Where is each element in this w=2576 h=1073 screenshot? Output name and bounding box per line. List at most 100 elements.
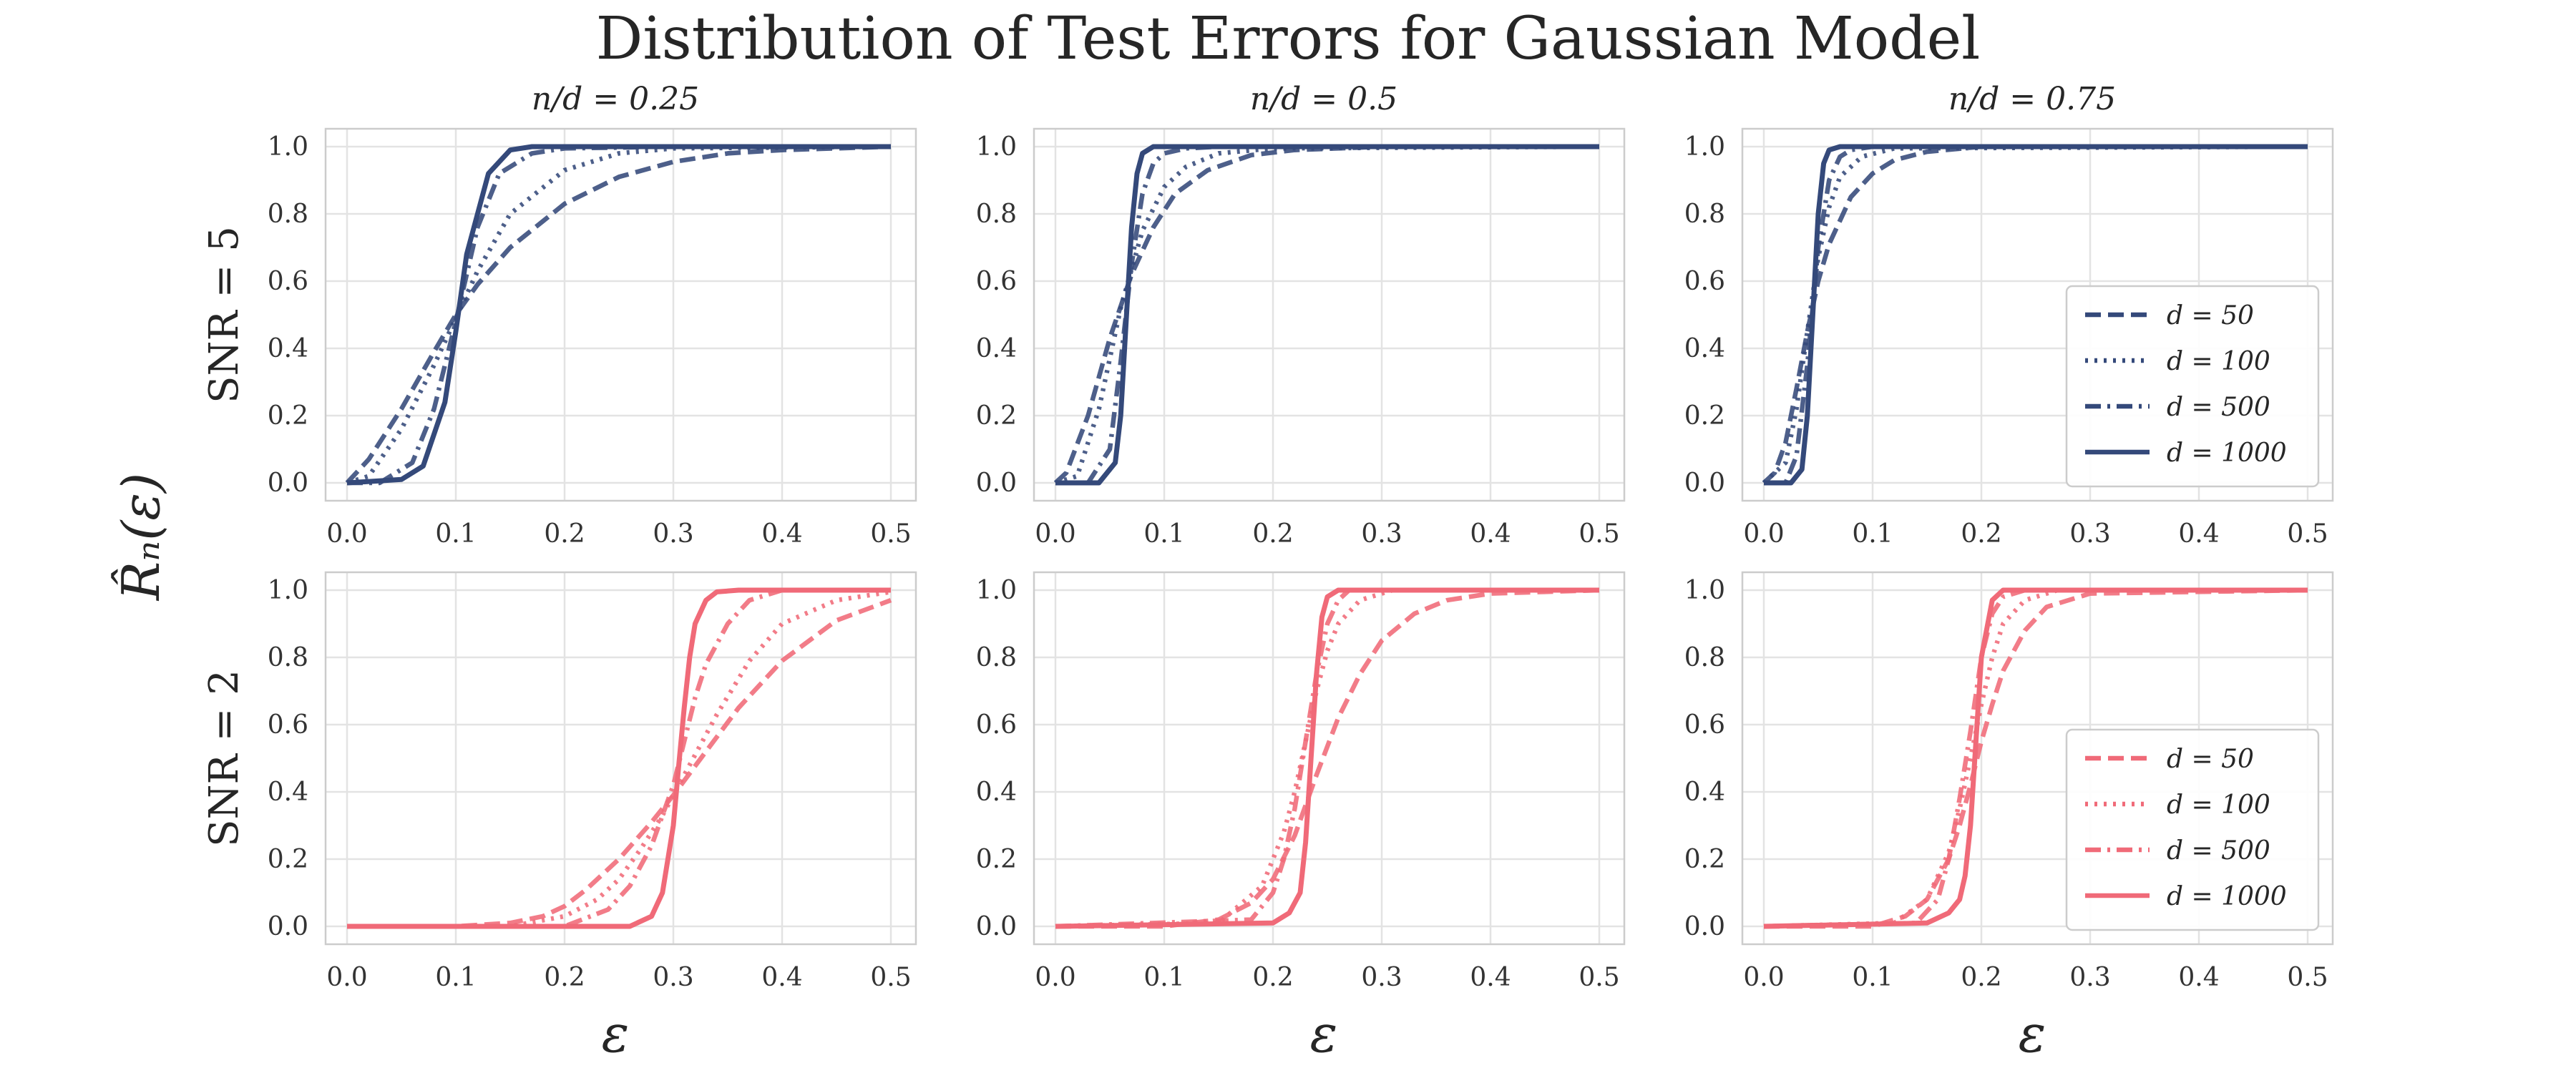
x-tick-label: 0.2 (1252, 963, 1293, 992)
x-axis-label-1: ε (602, 1004, 630, 1064)
y-tick-label: 0.8 (1684, 200, 1725, 229)
x-tick-label: 0.0 (1035, 519, 1075, 549)
x-tick-label: 0.4 (1470, 963, 1511, 992)
legend-label: d = 1000 (2167, 438, 2287, 468)
x-tick-label: 0.4 (2178, 963, 2219, 992)
y-tick-label: 0.2 (268, 845, 308, 874)
x-tick-label: 0.1 (435, 963, 476, 992)
x-tick-label: 0.3 (1361, 963, 1402, 992)
y-tick-label: 1.0 (268, 132, 308, 162)
series-line-500 (1055, 587, 1599, 929)
y-tick-label: 0.6 (268, 710, 308, 740)
x-tick-label: 0.5 (1579, 519, 1619, 549)
y-tick-label: 0.8 (976, 643, 1017, 672)
series-line-50 (345, 144, 892, 485)
y-tick-label: 1.0 (1684, 132, 1725, 162)
y-tick-label: 0.6 (268, 267, 308, 296)
series-line-1000 (1763, 587, 2308, 929)
panel-frame (324, 127, 917, 502)
panel-r2-c2: 0.0 0.1 0.2 0.3 0.4 0.5 0.0 0.2 0.4 0.6 0.8 1.0 (976, 571, 1626, 992)
y-tick-label: 0.4 (1684, 334, 1725, 363)
x-tick-label: 0.4 (1470, 519, 1511, 549)
column-title-2: n/d = 0.5 (1250, 81, 1397, 117)
panels: 0.0 0.1 0.2 0.3 0.4 0.50.00.20.40.60.81.00.0 0… (268, 127, 2334, 992)
row-label-snr2: SNR = 2 (201, 670, 248, 847)
legend-label: d = 500 (2167, 393, 2270, 422)
x-tick-label: 0.2 (544, 519, 585, 549)
x-tick-label: 0.0 (326, 519, 367, 549)
x-tick-label: 0.3 (1361, 519, 1402, 549)
x-tick-label: 0.3 (2069, 963, 2110, 992)
legend-label: d = 50 (2167, 301, 2254, 330)
panel-r1-c1: 0.0 0.1 0.2 0.3 0.4 0.5 0.0 0.2 0.4 0.6 0.8 1.0 (268, 127, 917, 549)
y-tick-label: 0.8 (268, 643, 308, 672)
x-tick-label: 0.0 (1743, 519, 1784, 549)
y-tick-label: 1.0 (1684, 576, 1725, 605)
legend-box (2065, 728, 2320, 931)
x-tick-label: 0.1 (1143, 519, 1184, 549)
y-tick-label: 0.4 (976, 778, 1017, 807)
x-tick-label: 0.2 (544, 963, 585, 992)
x-tick-label: 0.3 (2069, 519, 2110, 549)
y-tick-label: 0.2 (976, 845, 1017, 874)
x-tick-label: 0.2 (1961, 963, 2001, 992)
y-tick-label: 0.6 (1684, 267, 1725, 296)
y-tick-label: 0.6 (1684, 710, 1725, 740)
legend-label: d = 50 (2167, 745, 2254, 774)
y-tick-label: 1.0 (268, 576, 308, 605)
series-line-100 (346, 144, 892, 486)
series-line-50 (1055, 587, 1600, 929)
x-tick-label: 0.4 (761, 963, 802, 992)
series-line-1000 (346, 144, 891, 486)
legend-box (2065, 285, 2320, 488)
series-line-1000 (1055, 587, 1599, 929)
y-tick-label: 0.4 (268, 334, 308, 363)
y-tick-label: 0.0 (268, 912, 308, 941)
y-tick-label: 1.0 (976, 576, 1017, 605)
series-line-500 (1763, 587, 2308, 929)
series-line-1000 (347, 587, 891, 929)
y-tick-label: 0.4 (1684, 778, 1725, 807)
y-tick-label: 0.0 (1684, 469, 1725, 498)
y-tick-label: 0.8 (1684, 643, 1725, 672)
x-tick-label: 0.1 (1852, 519, 1893, 549)
y-tick-label: 0.2 (1684, 401, 1725, 431)
series-line-50 (1053, 144, 1599, 485)
panel-frame (1033, 127, 1626, 502)
legend-label: d = 100 (2167, 790, 2270, 820)
x-tick-label: 0.4 (761, 519, 802, 549)
legend-label: d = 500 (2167, 836, 2270, 866)
series-line-1000 (1764, 144, 2308, 486)
column-title-1: n/d = 0.25 (532, 81, 699, 117)
y-tick-label: 0.0 (976, 469, 1017, 498)
x-tick-label: 0.5 (870, 963, 911, 992)
y-tick-label: 0.0 (268, 469, 308, 498)
y-axis-label: R̂ₙ(ε) (110, 473, 171, 602)
x-tick-label: 0.0 (1035, 963, 1075, 992)
figure-title: Distribution of Test Errors for Gaussian… (596, 5, 1981, 73)
column-title-3: n/d = 0.75 (1948, 81, 2116, 117)
x-tick-label: 0.0 (1743, 963, 1784, 992)
y-tick-label: 0.6 (976, 710, 1017, 740)
panel-frame (1741, 127, 2334, 502)
x-axis-label-2: ε (1310, 1004, 1338, 1064)
x-tick-label: 0.2 (1252, 519, 1293, 549)
x-tick-label: 0.5 (2287, 963, 2328, 992)
x-tick-label: 0.5 (870, 519, 911, 549)
x-tick-label: 0.1 (435, 519, 476, 549)
panel-frame (1033, 571, 1626, 946)
legend: d = 50 d = 100 d = 500 d = 1000 (2065, 285, 2320, 488)
x-tick-label: 0.1 (1143, 963, 1184, 992)
series-line-500 (347, 587, 891, 929)
y-tick-label: 0.0 (976, 912, 1017, 941)
series-line-50 (1762, 144, 2308, 485)
x-tick-label: 0.5 (1579, 963, 1619, 992)
x-axis-label-3: ε (2019, 1004, 2046, 1064)
series-line-500 (347, 144, 891, 486)
y-tick-label: 1.0 (976, 132, 1017, 162)
series-line-50 (1764, 587, 2308, 929)
series-line-50 (347, 598, 892, 929)
series-line-100 (1055, 587, 1599, 929)
y-tick-label: 0.2 (1684, 845, 1725, 874)
